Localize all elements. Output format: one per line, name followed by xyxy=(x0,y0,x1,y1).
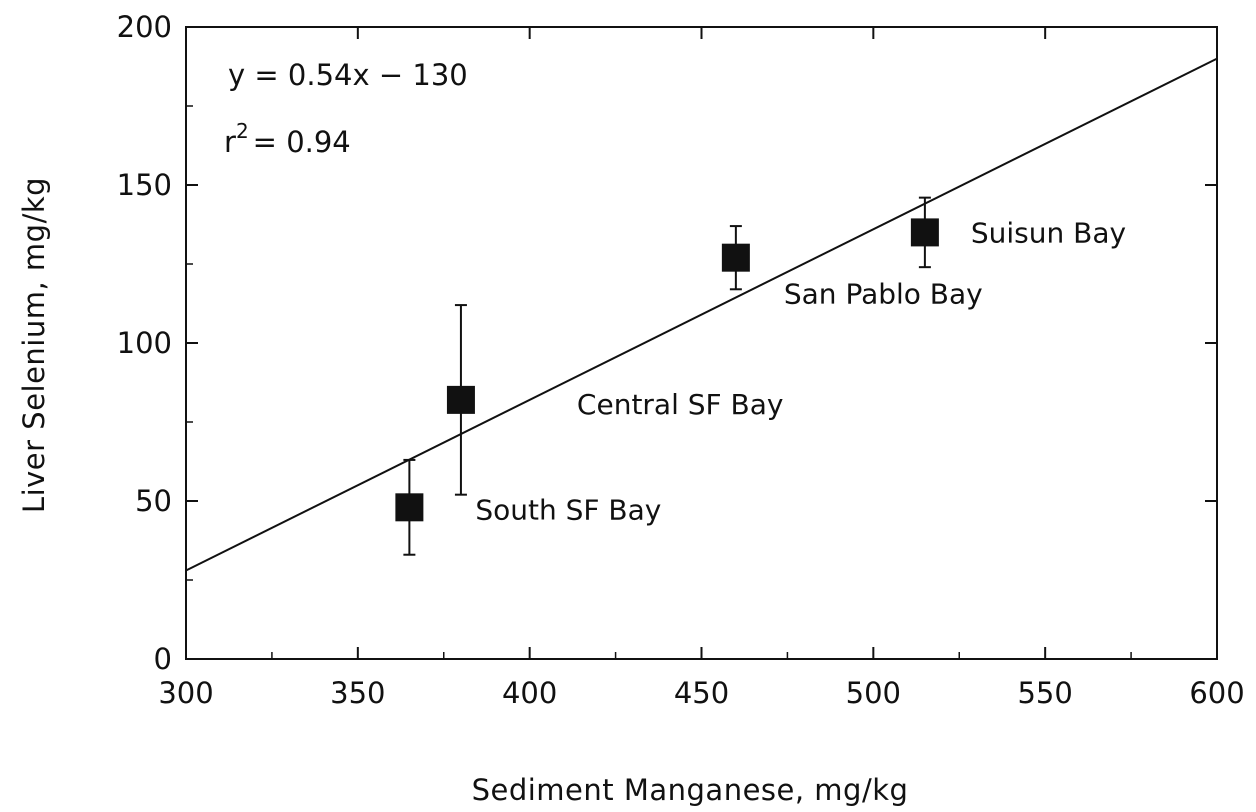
r-squared-annotation: r2 = 0.94 xyxy=(224,119,351,159)
data-point-label: San Pablo Bay xyxy=(784,278,983,311)
y-tick-label: 100 xyxy=(117,326,172,360)
data-points: South SF Bay Central SF Bay San Pablo Bay S… xyxy=(395,196,1126,556)
data-point-marker xyxy=(395,493,424,522)
x-tick-label: 350 xyxy=(330,676,385,710)
axis-ticks xyxy=(185,26,1218,660)
x-tick-labels: 300 350 400 450 500 550 600 xyxy=(158,676,1244,710)
data-point-group: South SF Bay xyxy=(395,458,661,556)
y-tick-labels: 0 50 100 150 200 xyxy=(117,10,172,676)
y-tick-label: 200 xyxy=(117,10,172,44)
x-tick-label: 600 xyxy=(1189,676,1244,710)
x-tick-label: 500 xyxy=(846,676,901,710)
r-squared-prefix: r xyxy=(224,125,236,159)
y-tick-label: 50 xyxy=(135,484,172,518)
data-point-label: Suisun Bay xyxy=(971,216,1126,249)
x-tick-label: 550 xyxy=(1017,676,1072,710)
data-point-label: South SF Bay xyxy=(475,493,661,526)
y-axis-label: Liver Selenium, mg/kg xyxy=(17,177,51,513)
data-point-marker xyxy=(721,243,750,272)
fit-line xyxy=(185,57,1218,572)
fit-line-group xyxy=(185,57,1218,572)
equation-annotation: y = 0.54x − 130 xyxy=(228,58,468,92)
x-tick-label: 400 xyxy=(502,676,557,710)
y-tick-label: 0 xyxy=(154,642,172,676)
data-point-marker xyxy=(910,218,939,247)
data-point-group: Suisun Bay xyxy=(910,196,1126,269)
data-point-label: Central SF Bay xyxy=(577,388,784,421)
x-tick-label: 300 xyxy=(158,676,213,710)
x-axis-label: Sediment Manganese, mg/kg xyxy=(472,773,909,807)
data-point-marker xyxy=(446,385,475,414)
x-tick-label: 450 xyxy=(674,676,729,710)
data-point-group: Central SF Bay xyxy=(446,304,784,496)
r-squared-sup: 2 xyxy=(236,119,249,143)
plot-frame xyxy=(185,26,1218,660)
y-tick-label: 150 xyxy=(117,168,172,202)
data-point-group: San Pablo Bay xyxy=(721,225,983,311)
r-squared-value: = 0.94 xyxy=(253,125,351,159)
